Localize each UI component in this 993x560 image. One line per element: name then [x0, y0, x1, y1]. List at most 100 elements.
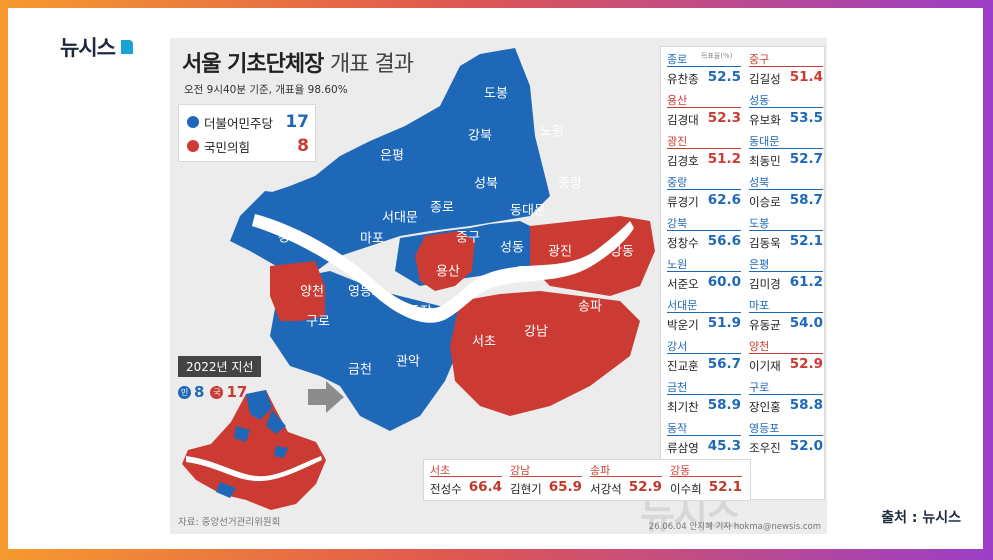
district-rule — [667, 107, 741, 108]
district-name: 강동 — [670, 464, 691, 477]
label-gwangjin: 광진 — [548, 245, 572, 260]
district-result-10: 노원 서준오 60.0 — [667, 256, 741, 298]
district-rule — [667, 271, 741, 272]
district-result-12: 서대문 박운기 51.9 — [667, 297, 741, 339]
district-result-14: 강서 진교훈 56.7 — [667, 338, 741, 380]
label-dongdaemun: 동대문 — [510, 204, 546, 219]
party-legend: 더불어민주당 17 국민의힘 8 — [178, 104, 316, 162]
district-rule — [749, 230, 823, 231]
label-jungnang: 중랑 — [558, 177, 582, 192]
district-name: 은평 — [749, 258, 770, 271]
vote-rate: 52.1 — [708, 479, 742, 495]
label-jongno: 종로 — [430, 201, 454, 216]
district-result-16: 금천 최기찬 58.9 — [667, 379, 741, 421]
district-name: 구로 — [749, 381, 770, 394]
ppp-badge-icon: 국 — [210, 385, 224, 399]
vote-rate: 65.9 — [548, 479, 582, 495]
district-results-list: 득표율(%) 종로 유찬종 52.5 중구 김길성 51.4 용산 김경대 52.3 성동 유보화 5… — [660, 46, 825, 500]
candidate-name: 이기재 — [749, 359, 781, 373]
label-gangnam: 강남 — [524, 325, 548, 340]
seoul-district-map: 도봉 노원 강북 은평 성북 중랑 종로 동대문 서대문 강서 마포 중구 성동… — [230, 48, 655, 431]
label-dongjak: 동작 — [408, 305, 432, 320]
district-rule — [667, 189, 741, 190]
district-result-6: 중랑 류경기 62.6 — [667, 174, 741, 216]
district-name: 동작 — [667, 422, 688, 435]
label-dobong: 도봉 — [484, 87, 508, 102]
vote-rate: 52.7 — [789, 151, 823, 167]
label-mapo: 마포 — [360, 232, 384, 247]
data-source-credit: 자료: 중앙선거관리위원회 — [178, 517, 281, 528]
candidate-name: 이수희 — [670, 482, 702, 496]
district-result-7: 성북 이승로 58.7 — [749, 174, 823, 216]
candidate-name: 이승로 — [749, 195, 781, 209]
logo-mark-icon — [120, 40, 133, 54]
graphic-subtitle: 오전 9시40분 기준, 개표율 98.60% — [184, 84, 348, 96]
district-name: 도봉 — [749, 217, 770, 230]
candidate-name: 전성수 — [430, 482, 462, 496]
candidate-name: 진교훈 — [667, 359, 699, 373]
district-name: 동대문 — [749, 135, 780, 148]
reporter-byline: 26.06.04 안지혜 기자 hokma@newsis.com — [648, 522, 821, 532]
district-result-18: 동작 류삼영 45.3 — [667, 420, 741, 462]
vote-rate: 61.2 — [789, 274, 823, 290]
candidate-name: 최기찬 — [667, 400, 699, 414]
district-rule — [667, 394, 741, 395]
candidate-name: 유찬종 — [667, 72, 699, 86]
district-rule — [430, 476, 502, 477]
district-rule — [749, 107, 823, 108]
district-result-0: 종로 유찬종 52.5 — [667, 51, 741, 93]
vote-rate: 52.5 — [707, 69, 741, 85]
label-seongbuk: 성북 — [474, 177, 498, 192]
district-rule — [749, 271, 823, 272]
source-label: 출처 : 뉴시스 — [881, 510, 961, 526]
label-gangbuk: 강북 — [468, 129, 492, 144]
district-name: 송파 — [590, 464, 611, 477]
district-rule — [749, 394, 823, 395]
prev-election-title: 2022년 지선 — [178, 356, 262, 377]
district-result-5: 동대문 최동민 52.7 — [749, 133, 823, 175]
vote-rate: 56.7 — [707, 356, 741, 372]
candidate-name: 유보화 — [749, 113, 781, 127]
arrow-right-icon — [308, 381, 344, 413]
vote-rate: 58.8 — [789, 397, 823, 413]
district-rule — [667, 148, 741, 149]
prev-election-mini-map — [182, 390, 326, 510]
district-name: 금천 — [667, 381, 688, 394]
district-name: 양천 — [749, 340, 770, 353]
vote-rate: 66.4 — [468, 479, 502, 495]
content-card: 뉴시스 서울 기초단체장 개표 결과 오전 9시40분 기준, 개표율 98.6… — [8, 8, 983, 549]
district-name: 성북 — [749, 176, 770, 189]
vote-rate: 56.6 — [707, 233, 741, 249]
label-eunpyeong: 은평 — [380, 149, 404, 164]
vote-rate: 52.9 — [789, 356, 823, 372]
prev-dem-count: 8 — [194, 383, 205, 401]
district-name: 서초 — [430, 464, 451, 477]
district-name: 강북 — [667, 217, 688, 230]
label-nowon: 노원 — [540, 125, 564, 140]
vote-rate: 51.2 — [707, 151, 741, 167]
label-gwanak: 관악 — [396, 355, 420, 370]
label-junggu: 중구 — [456, 231, 480, 246]
district-name: 광진 — [667, 135, 688, 148]
label-songpa: 송파 — [578, 300, 602, 315]
district-rule — [667, 66, 741, 67]
rate-header: 득표율(%) — [701, 52, 733, 60]
han-river-shape — [252, 214, 634, 323]
brand-logo: 뉴시스 — [60, 32, 133, 62]
candidate-name: 서강석 — [590, 482, 622, 496]
candidate-name: 박운기 — [667, 318, 699, 332]
district-rule — [667, 353, 741, 354]
district-rule — [670, 476, 742, 477]
vote-rate: 52.9 — [628, 479, 662, 495]
prev-ppp-count: 17 — [226, 383, 248, 401]
candidate-name: 김미경 — [749, 277, 781, 291]
district-name: 중랑 — [667, 176, 688, 189]
district-name: 강남 — [510, 464, 531, 477]
label-geumcheon: 금천 — [348, 363, 372, 378]
candidate-name: 김현기 — [510, 482, 542, 496]
district-result-17: 구로 장인홍 58.8 — [749, 379, 823, 421]
